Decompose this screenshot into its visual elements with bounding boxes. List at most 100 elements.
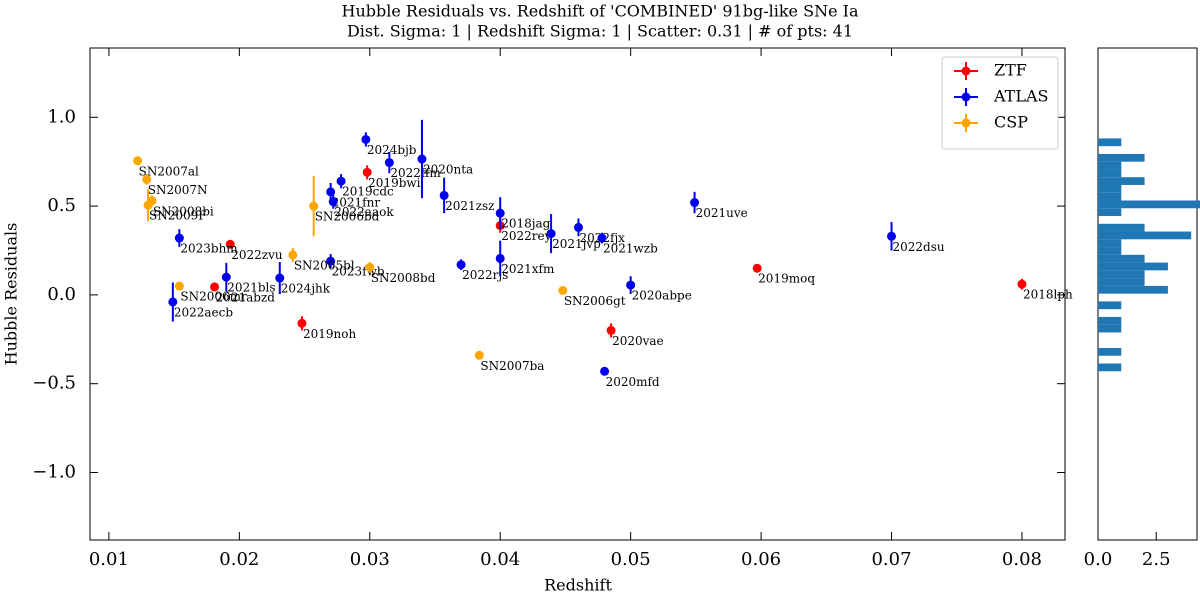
point xyxy=(142,174,152,184)
point-label: SN2006gt xyxy=(564,294,626,308)
x-tick-label: 0.08 xyxy=(1002,549,1042,570)
point-label: 2021bls xyxy=(227,281,275,295)
point-label: 2022rey xyxy=(501,229,551,243)
legend-box xyxy=(941,56,1059,150)
point xyxy=(600,366,610,376)
bar xyxy=(1098,177,1145,185)
point-label: 2024jhk xyxy=(281,282,331,296)
bar xyxy=(1098,363,1122,372)
point xyxy=(558,285,568,295)
y-axis-label: Hubble Residuals xyxy=(2,223,21,366)
x-tick-label: 0.06 xyxy=(741,549,781,570)
legend-marker xyxy=(961,118,971,128)
point-label: 2020abpe xyxy=(632,289,692,303)
x-tick-label: 0.05 xyxy=(611,549,651,570)
bar xyxy=(1098,153,1145,162)
bar xyxy=(1098,262,1168,271)
point-label: 2022rjs xyxy=(462,268,508,282)
x-tick-label: 0.07 xyxy=(871,549,911,570)
bar xyxy=(1098,200,1200,209)
point-label: 2022aecb xyxy=(174,305,234,319)
point-label: 2022zvu xyxy=(231,248,283,262)
point-label: SN2009F xyxy=(149,209,207,223)
point xyxy=(168,297,178,307)
point xyxy=(361,134,371,144)
point-label: 2019noh xyxy=(303,327,356,341)
point xyxy=(439,190,449,200)
point xyxy=(309,201,319,211)
bar xyxy=(1098,184,1122,193)
point xyxy=(275,273,285,283)
point xyxy=(690,198,700,208)
point-label: 2022aaok xyxy=(334,205,394,219)
point-label: 2020mfd xyxy=(606,375,660,389)
point-label: 2019bwi xyxy=(368,176,420,190)
x-axis-label: Redshift xyxy=(544,576,612,595)
y-tick-label: −1.0 xyxy=(32,462,76,483)
point-label: 2021xfm xyxy=(501,262,555,276)
point xyxy=(546,229,556,239)
x-tick-label: 0.02 xyxy=(219,549,259,570)
point-label: 2020nta xyxy=(423,163,473,177)
point-label: SN2006mr xyxy=(180,290,247,304)
bar xyxy=(1098,270,1145,279)
point xyxy=(1017,279,1027,289)
x-tick-label: 0.01 xyxy=(89,549,129,570)
bar xyxy=(1098,208,1122,217)
point xyxy=(573,222,583,232)
point-label: 2021fnr xyxy=(332,195,381,209)
point-label: 2018lph xyxy=(1023,288,1073,302)
point xyxy=(417,154,427,164)
bar xyxy=(1098,347,1122,356)
point-label: 2019cdc xyxy=(342,185,394,199)
point-label: 2021wzb xyxy=(603,242,658,256)
point xyxy=(606,325,616,335)
point xyxy=(328,197,338,207)
plot-frame xyxy=(89,47,1066,541)
point xyxy=(474,350,484,360)
point xyxy=(225,239,235,249)
x-tick-label: 0.04 xyxy=(480,549,520,570)
point xyxy=(326,256,336,266)
point-label: SN2006bd xyxy=(315,210,380,224)
bar xyxy=(1098,285,1168,294)
point-label: SN2008bi xyxy=(153,204,214,218)
point xyxy=(297,318,307,328)
point xyxy=(456,260,466,270)
bar xyxy=(1098,316,1122,325)
legend-marker xyxy=(961,92,971,102)
point xyxy=(365,262,375,272)
point xyxy=(288,250,298,260)
point xyxy=(495,208,505,218)
y-tick-label: 0.0 xyxy=(47,284,76,305)
bar xyxy=(1098,254,1145,263)
point-label: 2021jvp xyxy=(552,237,601,251)
point xyxy=(133,156,143,166)
x-tick-label: 0.0 xyxy=(1084,549,1113,570)
legend-label: ATLAS xyxy=(993,87,1049,106)
point xyxy=(495,253,505,263)
bar xyxy=(1098,324,1122,333)
x-tick-label: 2.5 xyxy=(1142,549,1171,570)
point-label: 2020vae xyxy=(612,334,664,348)
point xyxy=(887,231,897,241)
point-label: 2022ffm xyxy=(390,166,441,180)
point-label: 2023bhm xyxy=(180,242,238,256)
point-label: 2021uve xyxy=(696,206,748,220)
chart-subtitle: Dist. Sigma: 1 | Redshift Sigma: 1 | Sca… xyxy=(347,22,853,41)
bar xyxy=(1098,239,1122,248)
point xyxy=(174,233,184,243)
point xyxy=(752,263,762,273)
legend-label: CSP xyxy=(994,113,1028,132)
point-label: 2021abzd xyxy=(216,290,276,304)
point xyxy=(626,280,636,290)
point xyxy=(597,233,607,243)
bar xyxy=(1098,169,1122,178)
y-tick-label: −0.5 xyxy=(32,373,76,394)
point xyxy=(174,281,184,291)
y-tick-label: 0.5 xyxy=(47,195,76,216)
point-label: SN2007N xyxy=(148,183,208,197)
bar xyxy=(1098,192,1122,201)
bar xyxy=(1098,247,1122,255)
